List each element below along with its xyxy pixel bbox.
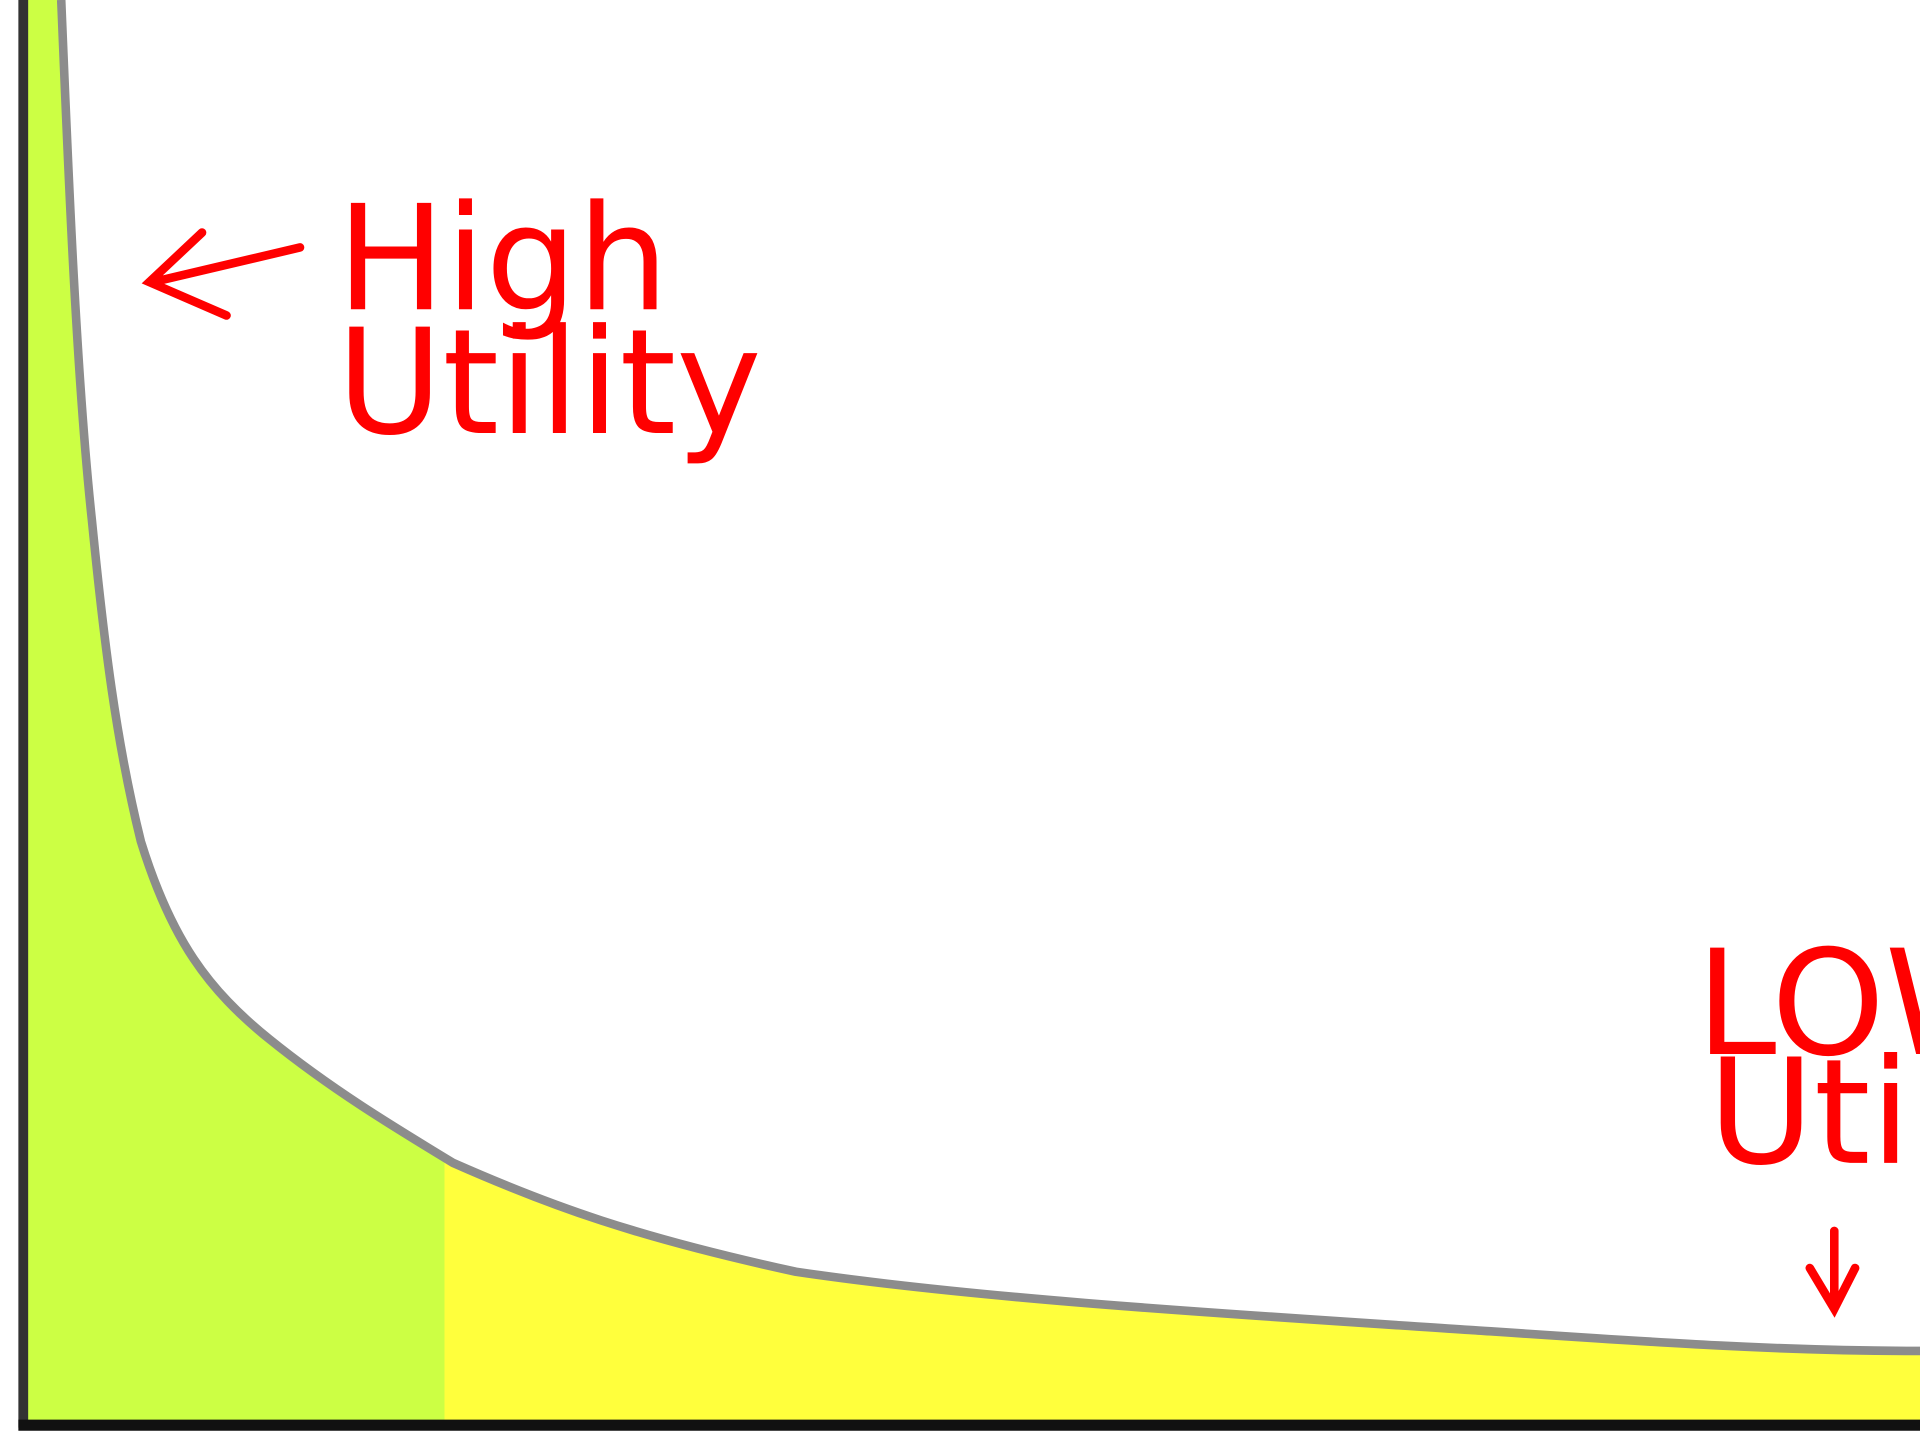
high-label: Utility: [337, 298, 762, 468]
curve: [56, 0, 1920, 1356]
arrow-down: [1805, 1226, 1860, 1318]
low-label: Utility: [1708, 1028, 1920, 1198]
arrow-left: [141, 228, 305, 320]
area: [24, 0, 1920, 1426]
high-label: High: [337, 175, 669, 345]
low-label: LOW: [1696, 919, 1920, 1089]
